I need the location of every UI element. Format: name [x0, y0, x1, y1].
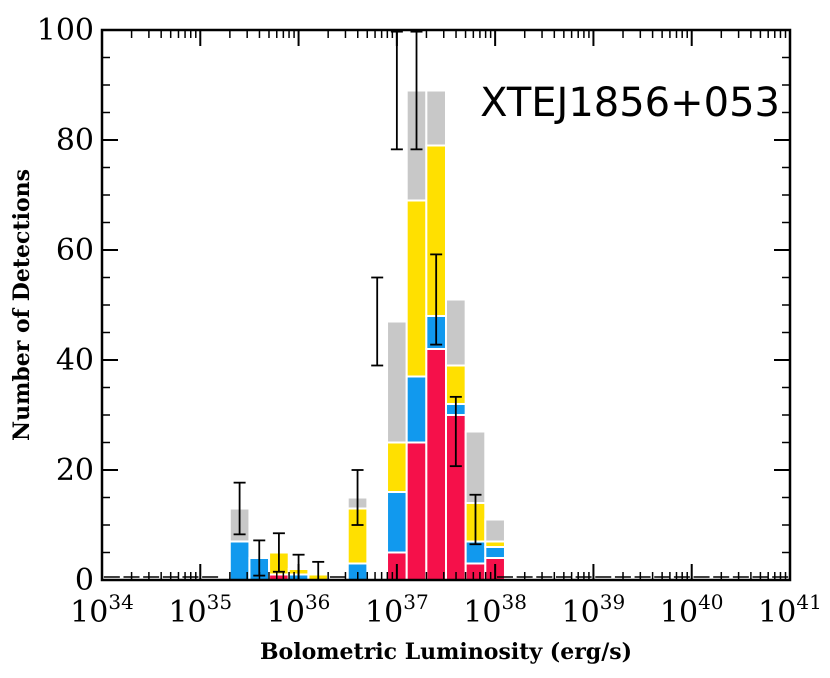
bar-segment [425, 348, 448, 581]
x-tick-label: 1038 [463, 590, 527, 630]
bar-segment [405, 375, 428, 444]
bar-segment [386, 491, 408, 554]
y-tick-label: 0 [75, 563, 94, 598]
bar-segment [425, 89, 448, 147]
x-tick-label: 1041 [758, 590, 822, 630]
x-tick-label: 1040 [660, 590, 724, 630]
y-tick-label: 40 [56, 343, 94, 378]
y-tick-label: 80 [56, 123, 94, 158]
bars-layer [228, 89, 506, 581]
bar-segment [464, 430, 487, 504]
y-axis-title: Number of Detections [9, 169, 35, 441]
bar-segment [405, 441, 428, 581]
y-tick-label: 100 [37, 13, 94, 48]
x-tick-label: 1036 [267, 590, 331, 630]
bar-segment [484, 518, 506, 543]
y-tick-label: 20 [56, 453, 94, 488]
bar-segment [405, 199, 428, 378]
bar-segment [484, 546, 506, 559]
y-tick-labels: 0 20 40 60 80 100 [37, 13, 94, 598]
bar-segment [464, 562, 487, 581]
x-tick-label: 1035 [168, 590, 232, 630]
x-axis-title: Bolometric Luminosity (erg/s) [260, 639, 632, 665]
bar-segment [445, 298, 467, 367]
x-tick-label: 1037 [365, 590, 429, 630]
bar-segment [386, 320, 408, 444]
x-tick-labels: 1034 1035 1036 1037 1038 1039 1040 1041 [70, 590, 822, 630]
bar-segment [386, 441, 408, 493]
x-tick-label: 1039 [562, 590, 626, 630]
source-annotation: XTEJ1856+053 [480, 80, 780, 126]
x-tick-label: 1034 [70, 590, 134, 630]
y-tick-label: 60 [56, 233, 94, 268]
error-bars-layer [233, 30, 482, 581]
axis-ticks [101, 29, 791, 581]
